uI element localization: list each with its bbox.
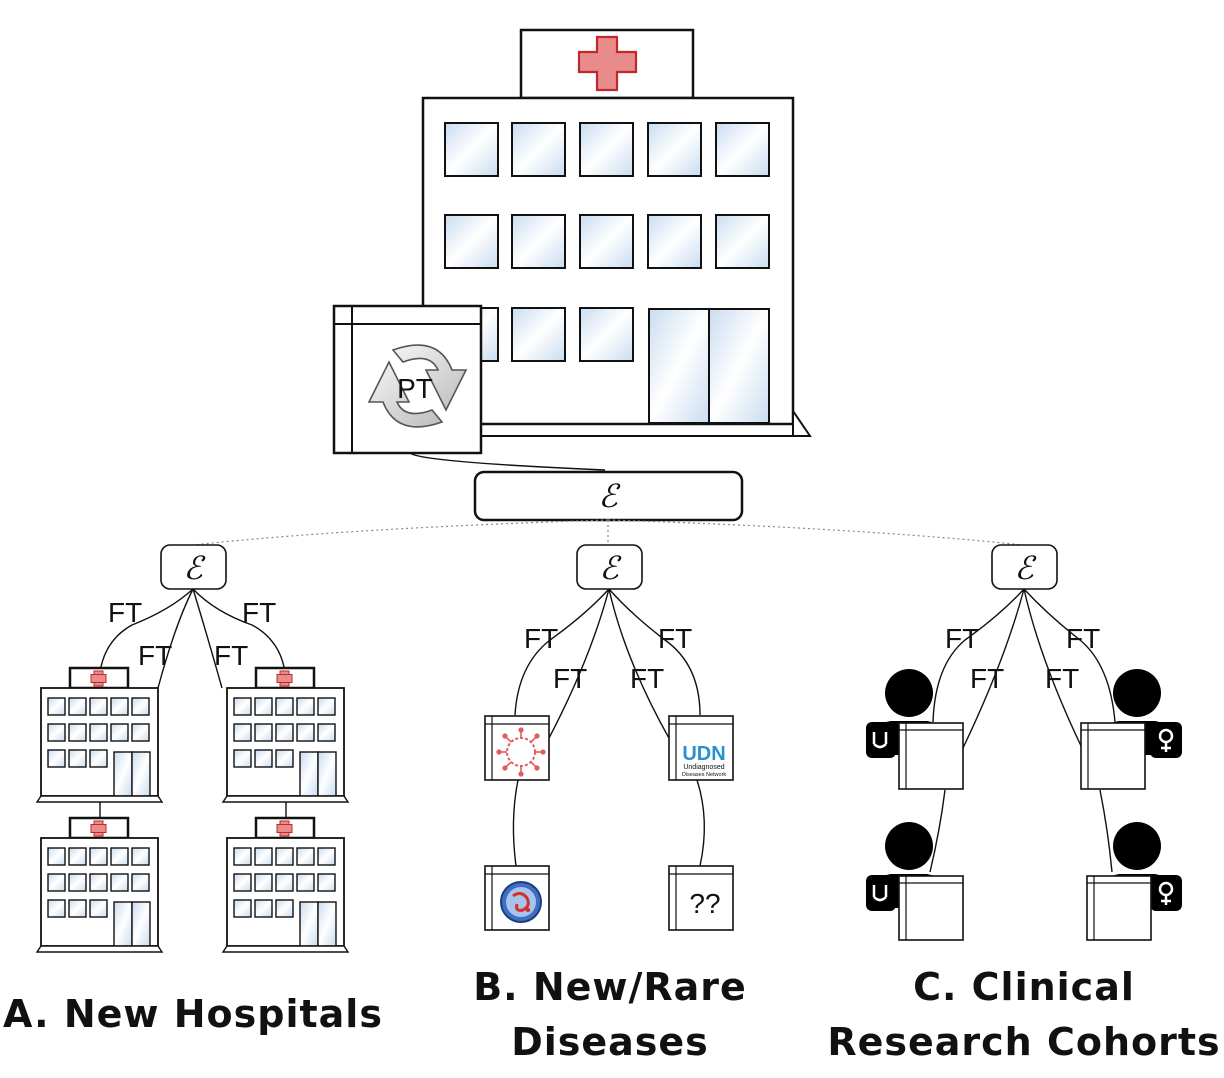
distribution-lines [192, 519, 1024, 546]
clinician-cohort-4 [1086, 822, 1182, 941]
clinician-cohort-1 [866, 669, 964, 790]
ft-label: FT [630, 663, 664, 694]
ft-label: FT [1066, 623, 1100, 654]
ft-label: FT [658, 623, 692, 654]
encoder-symbol: ℰ [598, 477, 621, 515]
caption-c-line1: C. Clinical [913, 965, 1135, 1009]
hospital-a4 [221, 816, 350, 954]
bacteria-card [484, 865, 550, 931]
ft-label: FT [945, 623, 979, 654]
bacteria-icon [500, 881, 542, 923]
hospital-a1 [35, 666, 164, 804]
svg-text:Diseases Network: Diseases Network [682, 772, 727, 778]
svg-text:ℰ: ℰ [1014, 549, 1037, 587]
ft-label: FT [524, 623, 558, 654]
hospital-door [648, 308, 770, 424]
encoder-b: ℰ [576, 544, 643, 590]
svg-text:ℰ: ℰ [599, 549, 622, 587]
udn-logo: UDN Undiagnosed Diseases Network [682, 743, 727, 778]
ft-label: FT [242, 597, 276, 628]
virus-card [484, 715, 550, 781]
svg-text:ℰ: ℰ [183, 549, 206, 587]
caption-b-line2: Diseases [511, 1020, 709, 1064]
caption-c-line2: Research Cohorts [827, 1020, 1220, 1064]
clinician-cohort-3 [866, 822, 964, 941]
encoder-c: ℰ [991, 544, 1058, 590]
caption-b-line1: B. New/Rare [473, 965, 747, 1009]
ft-label: FT [108, 597, 142, 628]
refresh-cycle-icon [367, 344, 468, 428]
section-a: ℰ FT FT FT FT A. New Hospitals [3, 544, 383, 1036]
unknown-disease-card: ?? [668, 865, 734, 931]
main-hospital [421, 28, 812, 437]
hospital-a2 [221, 666, 350, 804]
ft-label: FT [970, 663, 1004, 694]
virus-icon [496, 727, 546, 777]
red-cross-icon [577, 35, 638, 92]
section-c: ℰ FT FT FT FT [827, 544, 1220, 1064]
section-b: ℰ FT FT FT FT [473, 544, 747, 1064]
ft-label: FT [1045, 663, 1079, 694]
caption-a-line1: A. New Hospitals [3, 992, 383, 1036]
svg-text:??: ?? [689, 888, 720, 919]
ft-label: FT [214, 640, 248, 671]
svg-text:UDN: UDN [682, 743, 725, 765]
ft-label: FT [553, 663, 587, 694]
ft-label: FT [138, 640, 172, 671]
pretraining-card: PT [332, 304, 483, 455]
udn-card: UDN Undiagnosed Diseases Network [668, 715, 734, 781]
svg-text:Undiagnosed: Undiagnosed [683, 764, 724, 771]
hospital-windows [444, 122, 770, 362]
hospital-a3 [35, 816, 164, 954]
encoder-a: ℰ [160, 544, 227, 590]
clinician-cohort-2 [1080, 669, 1182, 790]
pretraining-label: PT [397, 373, 433, 404]
pretrained-encoder: ℰ [473, 470, 744, 522]
